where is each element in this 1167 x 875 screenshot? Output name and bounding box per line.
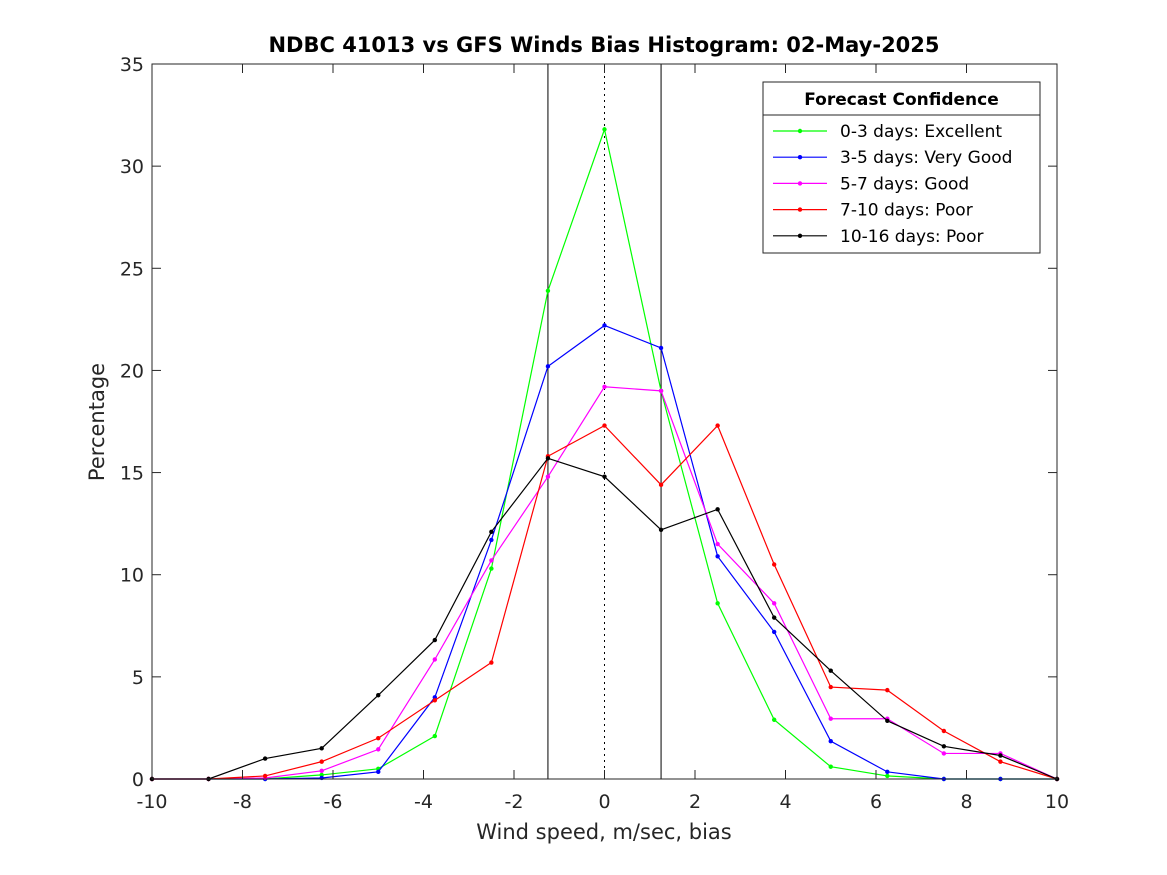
series-1-point-5 <box>432 695 438 700</box>
x-tick-label-8: 6 <box>870 791 882 813</box>
x-tick-label-1: -8 <box>233 791 252 813</box>
series-4-point-6 <box>489 529 494 535</box>
x-tick-label-5: 0 <box>598 791 610 813</box>
series-1-point-11 <box>771 629 777 635</box>
series-1-point-4 <box>376 769 381 775</box>
series-1-point-6 <box>489 537 494 543</box>
legend-entry-1: 3-5 days: Very Good <box>840 148 1012 168</box>
series-3-point-9 <box>658 482 664 488</box>
series-2-point-14 <box>941 751 947 756</box>
series-1-point-9 <box>658 345 664 351</box>
series-3-point-15 <box>998 759 1003 764</box>
y-tick-label-7: 35 <box>120 54 144 76</box>
series-3-point-4 <box>376 735 381 741</box>
y-tick-label-1: 5 <box>132 667 144 689</box>
series-4-point-14 <box>941 744 947 749</box>
legend-title: Forecast Confidence <box>804 90 999 110</box>
x-tick-label-3: -4 <box>414 791 433 813</box>
series-2-point-4 <box>376 747 381 752</box>
series-4-point-10 <box>715 507 720 512</box>
series-2-point-8 <box>602 384 607 389</box>
legend-marker-2 <box>797 181 803 186</box>
chart-title: NDBC 41013 vs GFS Winds Bias Histogram: … <box>268 33 939 57</box>
series-4-point-7 <box>545 456 551 461</box>
series-2-point-5 <box>432 657 438 662</box>
series-3-point-10 <box>715 423 720 428</box>
series-0-point-13 <box>885 773 890 779</box>
series-1-point-8 <box>602 323 607 328</box>
series-2-point-7 <box>545 474 551 479</box>
series-4-point-8 <box>602 474 607 479</box>
y-tick-label-2: 10 <box>120 565 144 587</box>
legend-entry-3: 7-10 days: Poor <box>840 201 973 221</box>
series-1-point-12 <box>828 739 833 744</box>
x-tick-label-10: 10 <box>1045 791 1069 813</box>
series-4-point-3 <box>319 746 324 751</box>
series-0-point-10 <box>715 601 720 606</box>
y-tick-label-0: 0 <box>132 769 144 791</box>
series-3-point-3 <box>319 759 324 764</box>
x-tick-label-6: 2 <box>689 791 701 813</box>
series-0-point-6 <box>489 566 494 571</box>
series-0-point-5 <box>432 733 438 739</box>
series-2-point-6 <box>489 558 494 563</box>
series-3-point-14 <box>941 728 947 734</box>
series-1-point-7 <box>545 364 551 369</box>
y-tick-label-4: 20 <box>120 360 144 382</box>
x-tick-label-0: -10 <box>136 791 167 813</box>
x-tick-label-2: -6 <box>324 791 343 813</box>
series-4-point-13 <box>885 718 890 723</box>
series-4-point-9 <box>658 527 664 532</box>
series-0-point-3 <box>319 772 324 778</box>
series-0-point-7 <box>545 288 551 293</box>
series-4-point-11 <box>771 615 777 620</box>
legend-marker-0 <box>797 128 803 134</box>
series-2-point-11 <box>771 601 777 606</box>
series-3-point-12 <box>828 684 833 690</box>
series-3-point-6 <box>489 660 494 665</box>
legend-entry-2: 5-7 days: Good <box>840 174 969 194</box>
series-3-point-13 <box>885 687 890 693</box>
series-1-point-3 <box>319 775 324 781</box>
x-tick-label-7: 4 <box>779 791 791 813</box>
plot-area: -10 -8 -6 -4 -2 0 2 4 6 8 10 0 5 10 15 20 25 30 35 Forecast… <box>120 54 1069 813</box>
series-4-point-12 <box>828 668 833 673</box>
x-axis-label: Wind speed, m/sec, bias <box>476 820 732 844</box>
legend-marker-3 <box>797 207 803 212</box>
y-tick-label-5: 25 <box>120 258 144 280</box>
series-4-point-2 <box>262 756 268 761</box>
x-tick-label-9: 8 <box>960 791 972 813</box>
series-0-point-11 <box>771 717 777 722</box>
series-1-point-13 <box>885 769 890 775</box>
legend: Forecast Confidence 0-3 days: Excellent 3-… <box>762 81 1041 254</box>
y-tick-label-6: 30 <box>120 156 144 178</box>
series-0-point-12 <box>828 764 833 769</box>
series-3-point-5 <box>432 698 438 703</box>
series-2-point-12 <box>828 716 833 721</box>
legend-entry-4: 10-16 days: Poor <box>840 227 984 247</box>
series-4-point-4 <box>376 693 381 698</box>
series-2-point-10 <box>715 541 720 547</box>
series-3-point-8 <box>602 423 607 428</box>
y-axis-label: Percentage <box>85 363 109 481</box>
legend-entry-0: 0-3 days: Excellent <box>840 122 1002 142</box>
series-4-point-15 <box>998 753 1003 758</box>
x-tick-label-4: -2 <box>505 791 524 813</box>
series-2-point-9 <box>658 388 664 394</box>
series-3-point-11 <box>771 562 777 567</box>
legend-box <box>762 81 1041 254</box>
series-0-point-8 <box>602 127 607 132</box>
legend-marker-4 <box>797 233 803 238</box>
series-4-point-5 <box>432 637 438 643</box>
series-3-point-2 <box>262 773 268 779</box>
legend-marker-1 <box>797 155 803 160</box>
series-1-point-10 <box>715 554 720 559</box>
series-2-point-3 <box>319 768 324 774</box>
y-tick-label-3: 15 <box>120 463 144 485</box>
